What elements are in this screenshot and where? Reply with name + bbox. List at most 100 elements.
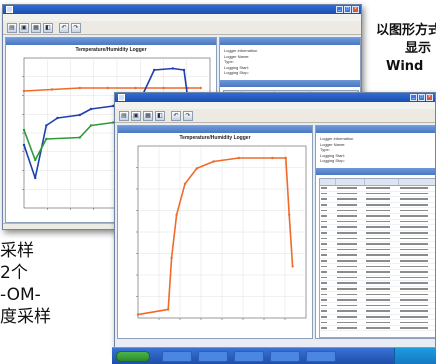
table-cell [336,192,365,197]
front-chart [136,145,307,320]
table-cell [320,236,336,241]
table-cell [365,270,398,275]
maximize-icon[interactable]: □ [418,94,425,101]
table-row[interactable] [320,270,435,276]
toolbar-button[interactable]: ↷ [183,111,193,121]
front-menubar[interactable] [115,102,435,109]
table-cell [365,315,398,320]
front-window[interactable]: _ □ × ▤ ▣ ▦ ◧ ↶ ↷ Temperature/Humidity L… [114,92,436,354]
table-row[interactable] [320,208,435,214]
taskbar-item[interactable] [234,351,264,362]
minimize-icon[interactable]: _ [336,6,343,13]
table-row[interactable] [320,326,435,332]
table-row[interactable] [320,192,435,198]
table-cell [399,309,435,314]
print-icon[interactable]: ▦ [143,111,153,121]
table-cell [336,253,365,258]
front-data-grid[interactable] [319,178,435,338]
data-point [106,86,109,90]
open-icon[interactable]: ▤ [7,23,17,33]
table-row[interactable] [320,236,435,242]
table-row[interactable] [320,253,435,259]
table-row[interactable] [320,248,435,254]
back-titlebar[interactable]: _ □ × [3,5,361,14]
table-row[interactable] [320,287,435,293]
table-row[interactable] [320,264,435,270]
taskbar-item[interactable] [162,351,192,362]
table-cell [320,298,336,303]
close-icon[interactable]: × [426,94,433,101]
start-icon[interactable] [116,351,150,362]
data-point [22,128,26,132]
table-cell [336,248,365,253]
data-point [78,136,82,139]
column-header[interactable] [365,179,399,185]
caption-left-2: 2个 [0,263,28,283]
print-icon[interactable]: ▦ [31,23,41,33]
front-logger-info: Logger information Logger Name: Type: Lo… [320,136,354,163]
save-icon[interactable]: ▣ [19,23,29,33]
table-row[interactable] [320,242,435,248]
table-row[interactable] [320,197,435,203]
caption-right-1: 以图形方式 [376,23,436,38]
table-cell [399,315,435,320]
table-row[interactable] [320,320,435,326]
table-row[interactable] [320,303,435,310]
table-row[interactable] [320,309,435,315]
table-cell [365,220,398,225]
table-row[interactable] [320,225,435,231]
table-row[interactable] [320,186,435,192]
maximize-icon[interactable]: □ [344,6,351,13]
column-header[interactable] [320,179,336,185]
toolbar-button[interactable]: ↶ [59,23,69,33]
data-point [134,86,137,90]
toolbar-button[interactable]: ↶ [171,111,181,121]
table-cell [399,208,435,213]
front-info-pane: Logger information Logger Name: Type: Lo… [315,125,435,339]
series-line-0 [23,87,201,92]
back-logger-info: Logger information Logger Name: Type: Lo… [224,48,258,75]
taskbar-item[interactable] [198,351,228,362]
table-row[interactable] [320,203,435,209]
table-row[interactable] [320,276,435,282]
table-cell [365,231,398,236]
grid-header[interactable] [320,179,435,186]
caption-right-2: 显示 [405,41,432,56]
data-point [284,156,287,160]
table-cell [399,192,435,197]
table-row[interactable] [320,220,435,226]
column-header[interactable] [336,179,366,185]
table-row[interactable] [320,315,435,321]
front-titlebar[interactable]: _ □ × [115,93,435,102]
toolbar-button[interactable]: ◧ [43,23,53,33]
data-point [22,143,26,147]
close-icon[interactable]: × [352,6,359,13]
open-icon[interactable]: ▤ [119,111,129,121]
table-row[interactable] [320,281,435,287]
table-cell [320,326,336,331]
toolbar-button[interactable]: ↷ [71,23,81,33]
table-row[interactable] [320,214,435,220]
table-cell [320,276,336,281]
taskbar-item[interactable] [306,351,336,362]
column-header[interactable] [399,179,435,185]
table-row[interactable] [320,231,435,237]
data-point [136,313,140,316]
back-menubar[interactable] [3,14,361,21]
toolbar-button[interactable]: ◧ [155,111,165,121]
table-cell [320,231,336,236]
taskbar-item[interactable] [270,351,300,362]
table-cell [399,292,435,297]
table-cell [336,303,365,308]
table-row[interactable] [320,298,435,304]
table-cell [336,231,365,236]
table-cell [365,259,398,264]
save-icon[interactable]: ▣ [131,111,141,121]
minimize-icon[interactable]: _ [410,94,417,101]
table-cell [365,326,398,331]
table-cell [365,276,398,281]
back-chart-title: Temperature/Humidity Logger [75,47,147,53]
data-point [288,213,291,216]
table-row[interactable] [320,292,435,298]
table-row[interactable] [320,259,435,265]
